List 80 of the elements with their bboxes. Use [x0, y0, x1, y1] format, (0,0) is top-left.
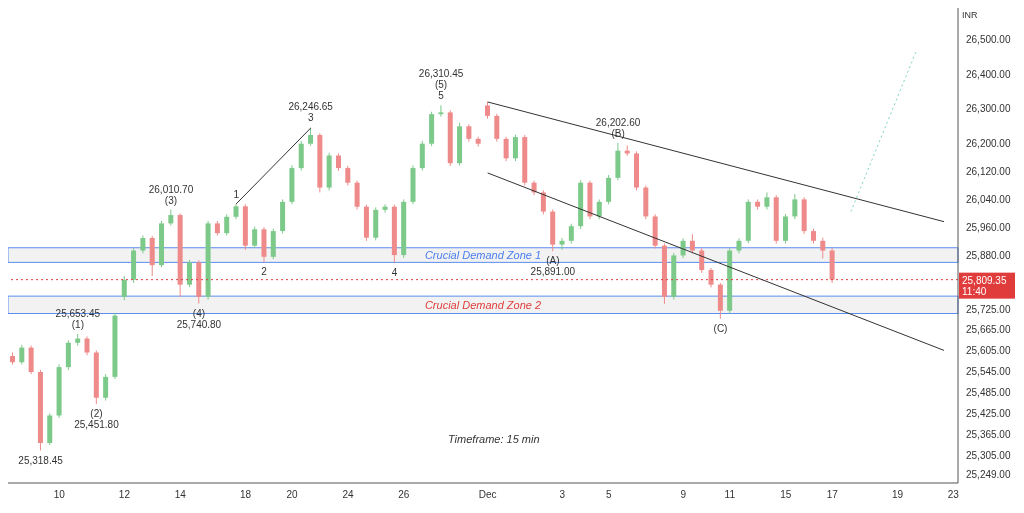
candlestick: [540, 189, 546, 215]
x-tick-label: 15: [780, 489, 792, 501]
y-tick-label: 25,485.00: [966, 387, 1011, 399]
y-tick-label: 26,300.00: [966, 103, 1011, 115]
y-tick-label: 25,665.00: [966, 324, 1011, 336]
candlestick: [438, 104, 444, 118]
x-tick-label: 12: [118, 489, 131, 501]
x-tick-label: 9: [680, 489, 687, 501]
x-tick-label: 14: [174, 489, 187, 501]
x-tick-label: 3: [559, 489, 566, 501]
candlestick: [345, 165, 351, 186]
candlestick: [121, 275, 127, 301]
candlestick: [382, 203, 388, 214]
y-tick-label: 25,605.00: [966, 345, 1011, 357]
annotation: 25,740.80: [176, 318, 222, 330]
annotation: 5: [438, 90, 445, 102]
y-tick-label: 26,400.00: [966, 68, 1011, 80]
candlestick: [820, 237, 826, 260]
x-tick-label: 24: [342, 489, 354, 501]
candlestick: [252, 226, 258, 249]
band-label: Crucial Demand Zone 2: [424, 298, 542, 311]
x-tick-label: 11: [724, 489, 736, 501]
annotation: 26,310.45: [418, 68, 464, 80]
y-tick-label: 25,725.00: [966, 303, 1011, 315]
annotation: (B): [611, 127, 625, 139]
y-tick-label: 26,200.00: [966, 138, 1011, 150]
annotation: 25,891.00: [530, 266, 576, 278]
candlestick: [84, 336, 90, 356]
candlestick: [224, 213, 230, 237]
x-tick-label: 20: [286, 489, 299, 501]
y-tick-label: 25,249.00: [966, 469, 1011, 481]
annotation: (C): [713, 322, 728, 334]
candlestick: [19, 344, 25, 365]
annotation: 26,246.65: [288, 101, 334, 113]
x-tick-label: 19: [891, 489, 904, 501]
annotation: 25,451.80: [74, 419, 120, 431]
candlestick: [792, 193, 798, 220]
annotation: 3: [307, 112, 314, 124]
annotation: 25,318.45: [18, 454, 64, 466]
x-tick-label: 10: [53, 489, 66, 501]
text: 11:40: [962, 285, 987, 298]
y-tick-label: 25,425.00: [966, 407, 1011, 419]
candlestick: [689, 233, 695, 254]
candlestick: [186, 259, 192, 288]
annotation: 1: [233, 188, 240, 200]
annotation: 2: [261, 266, 268, 278]
x-tick-label: 23: [947, 489, 960, 501]
y-tick-label: 25,365.00: [966, 428, 1011, 440]
candlestick: [559, 237, 565, 251]
annotation: Timeframe: 15 min: [448, 433, 540, 445]
y-tick-label: 25,880.00: [966, 249, 1011, 261]
x-tick-label: 5: [605, 489, 612, 501]
candlestick: [503, 136, 509, 162]
candlestick: [103, 373, 109, 402]
y-tick-label: 25,960.00: [966, 221, 1011, 233]
y-axis-title: INR: [962, 10, 978, 20]
candlestick: [568, 223, 574, 245]
x-tick-label: 26: [398, 489, 410, 501]
annotation: (1): [71, 318, 84, 330]
candlestick: [596, 198, 602, 220]
candlestick: [699, 247, 705, 274]
y-tick-label: 26,500.00: [966, 33, 1011, 45]
band-label: Crucial Demand Zone 1: [424, 248, 542, 261]
annotation: 26,202.60: [595, 116, 641, 128]
y-tick-label: 25,545.00: [966, 366, 1011, 378]
annotation: (5): [434, 79, 448, 91]
candlestick: [308, 126, 314, 147]
x-tick-label: 17: [826, 489, 839, 501]
y-tick-label: 25,305.00: [966, 449, 1011, 461]
x-tick-label: 18: [239, 489, 252, 501]
candlestick: [512, 134, 518, 162]
annotation: 26,010.70: [148, 183, 194, 195]
y-tick-label: 26,040.00: [966, 193, 1011, 205]
annotation: (3): [164, 194, 178, 206]
y-tick-label: 26,120.00: [966, 166, 1011, 178]
annotation: (2): [90, 408, 103, 420]
x-tick-label: Dec: [478, 489, 497, 501]
ref-line-label: 25,809.35: [962, 274, 1007, 286]
candlestick: [494, 113, 500, 143]
annotation: 4: [391, 266, 398, 278]
